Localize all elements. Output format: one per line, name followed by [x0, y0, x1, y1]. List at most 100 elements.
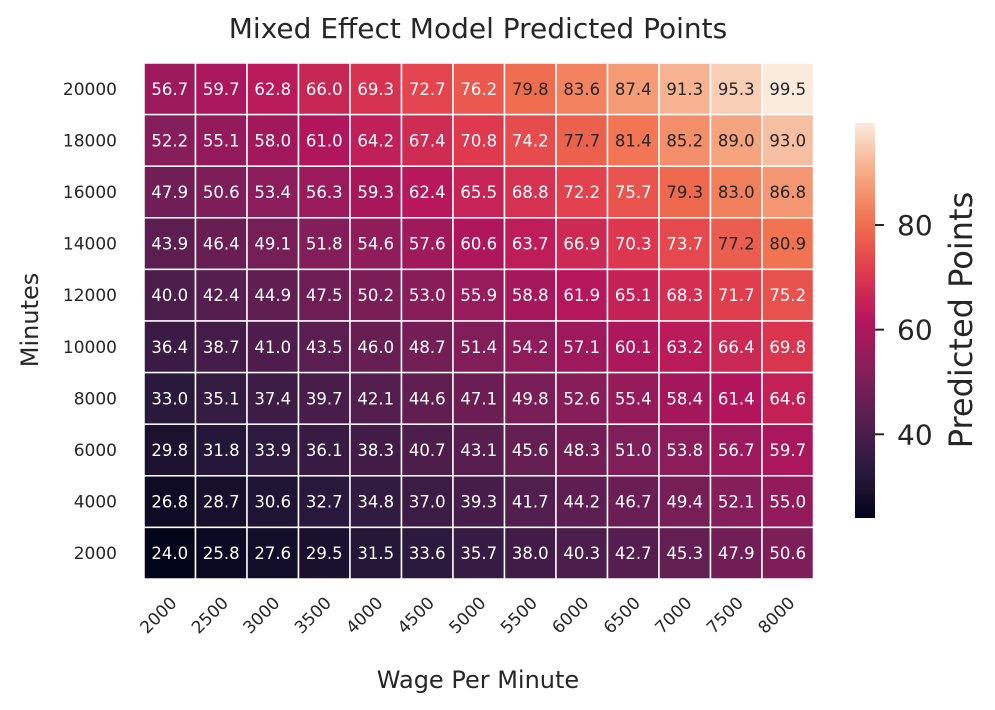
y-tick-label: 8000	[74, 389, 117, 409]
heatmap-cell	[297, 320, 351, 374]
heatmap-cell	[452, 268, 506, 322]
y-tick-label: 12000	[63, 286, 117, 306]
heatmap-cell	[400, 113, 454, 167]
cell-value-label: 31.5	[357, 544, 394, 563]
cell-value-label: 25.8	[203, 544, 240, 563]
x-tick-label: 6000	[549, 593, 594, 638]
cell-value-label: 68.8	[512, 183, 549, 202]
colorbar: 40 60 80	[855, 123, 933, 518]
cell-value-label: 40.7	[409, 441, 446, 460]
cell-value-label: 72.2	[563, 183, 600, 202]
cell-value-label: 53.8	[666, 441, 703, 460]
heatmap-cell	[349, 113, 403, 167]
cell-value-label: 56.7	[151, 80, 188, 99]
heatmap-cell	[400, 217, 454, 271]
cell-value-label: 60.1	[615, 338, 652, 357]
heatmap-cell	[246, 113, 300, 167]
heatmap-cell	[658, 371, 712, 425]
cell-value-label: 83.6	[563, 80, 600, 99]
heatmap-cell	[297, 113, 351, 167]
cell-value-label: 63.7	[512, 235, 549, 254]
cell-value-label: 43.1	[460, 441, 497, 460]
heatmap-cell	[297, 371, 351, 425]
cell-value-label: 59.7	[203, 80, 240, 99]
cell-value-label: 27.6	[254, 544, 291, 563]
cell-value-label: 56.7	[718, 441, 755, 460]
heatmap-cell	[246, 320, 300, 374]
y-tick-label: 2000	[74, 544, 117, 564]
cell-value-label: 47.9	[151, 183, 188, 202]
colorbar-tick-label: 80	[897, 209, 933, 242]
heatmap-cell	[658, 165, 712, 219]
heatmap-cell	[503, 62, 557, 116]
x-tick-labels: 2000 2500 3000 3500 4000 4500 5000 5500 6000 6500…	[137, 593, 800, 638]
x-tick-label: 5000	[446, 593, 491, 638]
heatmap-cell	[143, 475, 197, 529]
heatmap-cell	[400, 371, 454, 425]
cell-value-label: 55.1	[203, 131, 240, 150]
cell-value-label: 62.4	[409, 183, 446, 202]
heatmap-cell	[349, 526, 403, 580]
cell-value-label: 48.3	[563, 441, 600, 460]
y-axis-label: Minutes	[16, 273, 44, 367]
cell-value-label: 55.4	[615, 389, 652, 408]
x-tick-label: 7500	[703, 593, 748, 638]
cell-value-label: 80.9	[769, 235, 806, 254]
heatmap-cell	[709, 268, 763, 322]
cell-value-label: 66.0	[306, 80, 343, 99]
heatmap-cell	[606, 113, 660, 167]
cell-value-label: 87.4	[615, 80, 652, 99]
heatmap-cell	[606, 62, 660, 116]
heatmap-cell	[761, 320, 815, 374]
cell-value-label: 55.9	[460, 286, 497, 305]
cell-value-label: 64.6	[769, 389, 806, 408]
heatmap-cell	[143, 371, 197, 425]
heatmap-cell	[143, 113, 197, 167]
colorbar-tick-label: 40	[897, 418, 933, 451]
heatmap-cell	[709, 217, 763, 271]
heatmap-cell	[349, 423, 403, 477]
cell-value-label: 37.0	[409, 493, 446, 512]
cell-value-label: 48.7	[409, 338, 446, 357]
cell-value-label: 63.2	[666, 338, 703, 357]
cell-value-label: 58.0	[254, 131, 291, 150]
cell-value-label: 52.1	[718, 493, 755, 512]
x-tick-label: 7000	[652, 593, 697, 638]
y-tick-label: 16000	[63, 183, 117, 203]
cell-value-label: 38.7	[203, 338, 240, 357]
cell-value-label: 45.6	[512, 441, 549, 460]
cell-value-label: 36.4	[151, 338, 188, 357]
heatmap-cell	[658, 423, 712, 477]
cell-value-label: 58.8	[512, 286, 549, 305]
cell-value-label: 64.2	[357, 131, 394, 150]
heatmap-cell	[761, 371, 815, 425]
heatmap-cell	[555, 268, 609, 322]
heatmap-cell	[761, 217, 815, 271]
cell-value-label: 52.2	[151, 131, 188, 150]
cell-value-label: 33.9	[254, 441, 291, 460]
heatmap-cell	[658, 320, 712, 374]
heatmap-cell	[709, 320, 763, 374]
heatmap-cell	[709, 526, 763, 580]
heatmap-cell	[194, 320, 248, 374]
cell-value-label: 31.8	[203, 441, 240, 460]
cell-value-label: 89.0	[718, 131, 755, 150]
heatmap-cell	[400, 423, 454, 477]
heatmap-cell	[297, 526, 351, 580]
heatmap-cell	[246, 217, 300, 271]
heatmap-cell	[555, 320, 609, 374]
cell-value-label: 29.8	[151, 441, 188, 460]
heatmap-cell	[709, 62, 763, 116]
cell-value-label: 42.7	[615, 544, 652, 563]
heatmap-cell	[503, 320, 557, 374]
heatmap-cell	[658, 526, 712, 580]
cell-value-label: 59.3	[357, 183, 394, 202]
cell-value-label: 51.8	[306, 235, 343, 254]
cell-value-label: 66.4	[718, 338, 755, 357]
cell-value-label: 57.6	[409, 235, 446, 254]
heatmap-cell	[194, 268, 248, 322]
cell-value-label: 41.0	[254, 338, 291, 357]
x-tick-label: 2500	[188, 593, 233, 638]
cell-value-label: 39.7	[306, 389, 343, 408]
heatmap-cell	[452, 113, 506, 167]
